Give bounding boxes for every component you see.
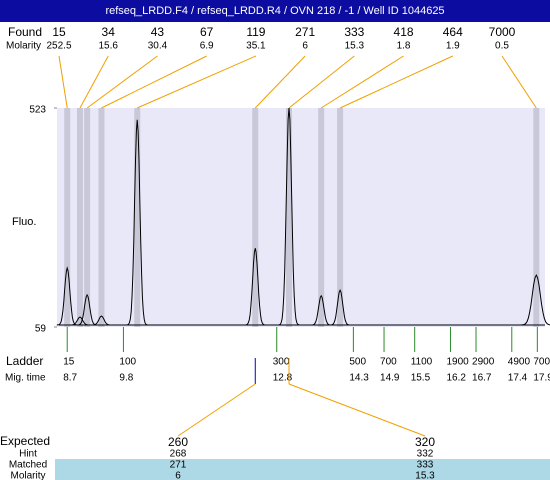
found-size: 464 xyxy=(443,25,463,39)
peak-band xyxy=(76,108,83,327)
peak-band xyxy=(285,108,292,327)
peak-band xyxy=(533,108,540,327)
peak xyxy=(56,266,78,326)
peak-band xyxy=(84,108,91,327)
peak xyxy=(91,315,112,326)
peak xyxy=(76,293,98,326)
expected-connector xyxy=(288,383,426,437)
peak xyxy=(520,273,550,326)
ladder-size: 300 xyxy=(273,357,290,368)
ladder-time: 12.8 xyxy=(273,373,293,384)
expected-hint: 268 xyxy=(170,449,187,460)
mig-time-label: Mig. time xyxy=(5,373,46,384)
found-label: Found xyxy=(8,25,42,39)
found-molarity: 15.6 xyxy=(98,41,118,52)
ladder-size: 4900 xyxy=(508,357,531,368)
peak-band xyxy=(318,108,325,327)
expected-hint: 332 xyxy=(417,449,434,460)
expected-molarity: 6 xyxy=(175,471,181,480)
found-molarity: 15.3 xyxy=(345,41,365,52)
found-connector xyxy=(137,55,257,109)
ladder-label: Ladder xyxy=(6,354,43,368)
found-size: 43 xyxy=(151,25,165,39)
expected-value: 260 xyxy=(168,435,188,449)
peak-band xyxy=(64,108,71,327)
molarity-label: Molarity xyxy=(6,41,41,52)
found-size: 333 xyxy=(344,25,364,39)
found-size: 418 xyxy=(394,25,414,39)
ladder-time: 17.9 xyxy=(533,373,550,384)
peak xyxy=(126,119,148,326)
found-molarity: 1.9 xyxy=(446,41,460,52)
found-size: 119 xyxy=(246,25,265,39)
ladder-size: 500 xyxy=(349,357,366,368)
ladder-time: 9.8 xyxy=(119,373,133,384)
found-connector xyxy=(79,55,109,109)
ladder-time: 16.2 xyxy=(446,373,466,384)
ladder-size: 15 xyxy=(63,357,75,368)
peak xyxy=(329,289,351,326)
y-axis-label: Fluo. xyxy=(12,216,36,228)
peak xyxy=(310,294,332,326)
ladder-time: 16.7 xyxy=(472,373,492,384)
expected-row-label: Molarity xyxy=(10,471,45,480)
y-tick-label: 59 xyxy=(35,324,47,335)
expected-row-label: Matched xyxy=(9,460,47,471)
ladder-size: 100 xyxy=(119,357,136,368)
found-molarity: 0.5 xyxy=(495,41,509,52)
found-size: 67 xyxy=(200,25,214,39)
peak xyxy=(69,316,91,326)
y-tick-label: 523 xyxy=(29,105,46,116)
ladder-size: 7000 xyxy=(533,357,550,368)
found-size: 271 xyxy=(295,25,315,39)
peak xyxy=(244,248,266,326)
found-molarity: 6 xyxy=(302,41,308,52)
ladder-time: 14.3 xyxy=(349,373,369,384)
peak-band xyxy=(98,108,105,327)
found-connector xyxy=(58,55,68,109)
found-molarity: 252.5 xyxy=(46,41,71,52)
found-connector xyxy=(501,55,537,109)
found-connector xyxy=(254,55,306,109)
expected-value: 320 xyxy=(415,435,435,449)
found-size: 15 xyxy=(52,25,66,39)
ladder-size: 2900 xyxy=(472,357,495,368)
ladder-size: 1100 xyxy=(411,357,433,368)
found-connector xyxy=(339,55,453,109)
ladder-time: 17.4 xyxy=(508,373,528,384)
peak-band xyxy=(252,108,259,327)
matched-row-background xyxy=(55,459,550,480)
expected-label: Expected xyxy=(0,434,50,448)
expected-matched: 271 xyxy=(170,460,187,471)
peak xyxy=(278,107,300,326)
ladder-time: 8.7 xyxy=(63,373,77,384)
expected-molarity: 15.3 xyxy=(415,471,435,480)
found-molarity: 35.1 xyxy=(246,41,266,52)
expected-row-label: Hint xyxy=(19,449,37,460)
found-molarity: 1.8 xyxy=(397,41,411,52)
found-connector xyxy=(101,55,207,109)
ladder-time: 15.5 xyxy=(411,373,431,384)
plot-background xyxy=(57,108,545,327)
found-size: 34 xyxy=(102,25,116,39)
title-bar xyxy=(0,0,550,22)
found-connector xyxy=(320,55,404,109)
found-size: 7000 xyxy=(489,25,516,39)
peak-band xyxy=(134,108,141,327)
ladder-size: 700 xyxy=(380,357,397,368)
expected-matched: 333 xyxy=(417,460,434,471)
expected-connector xyxy=(177,383,256,437)
ladder-time: 14.9 xyxy=(380,373,400,384)
found-connector xyxy=(86,55,158,109)
peak-band xyxy=(337,108,344,327)
found-molarity: 6.9 xyxy=(200,41,214,52)
found-connector xyxy=(288,55,355,109)
ladder-size: 1900 xyxy=(446,357,469,368)
found-molarity: 30.4 xyxy=(148,41,168,52)
title: refseq_LRDD.F4 / refseq_LRDD.R4 / OVN 21… xyxy=(105,5,444,17)
